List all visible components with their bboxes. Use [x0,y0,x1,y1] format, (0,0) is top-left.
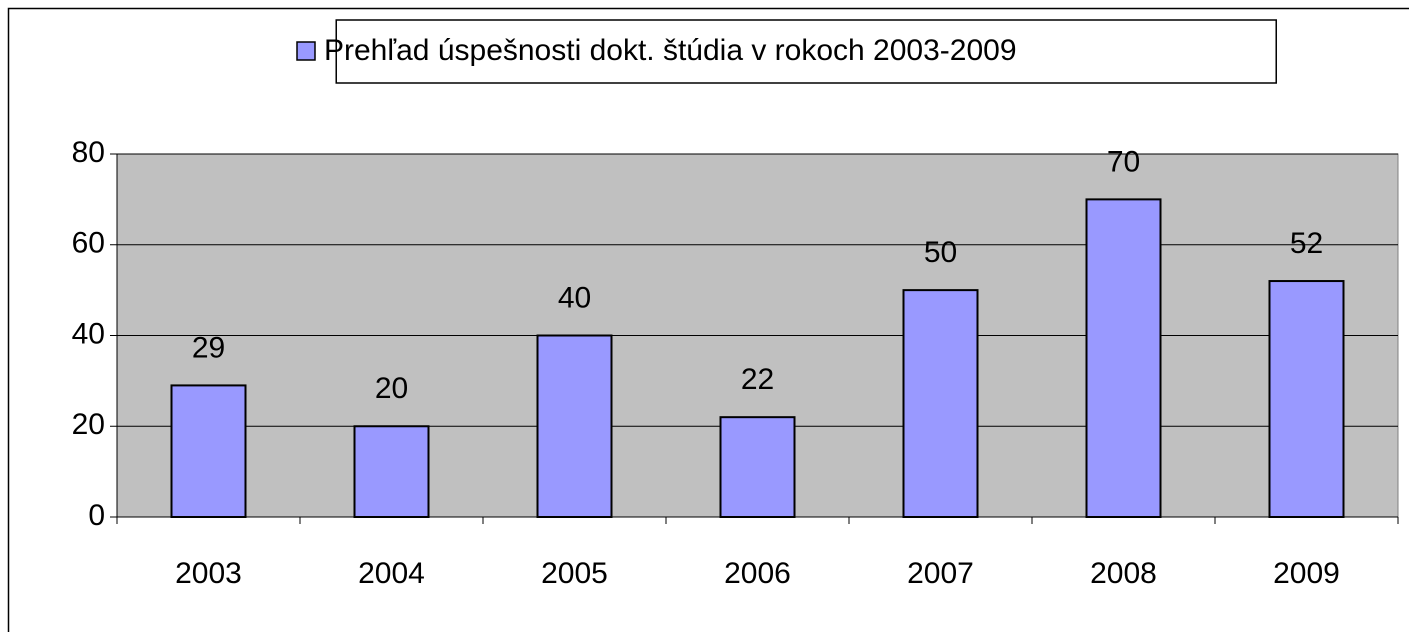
x-tick-label: 2004 [358,557,425,590]
legend-label: Prehľad úspešnosti dokt. štúdia v rokoch… [324,34,1017,67]
data-label: 20 [375,372,408,405]
y-tick-label: 20 [72,408,105,441]
data-label: 40 [558,281,591,314]
data-label: 50 [924,236,957,269]
bar [1085,198,1162,518]
legend-box [335,19,1277,84]
y-tick-label: 0 [88,499,105,532]
bar [1268,280,1345,518]
bar [902,289,979,518]
bar [170,384,247,518]
data-label: 22 [741,363,774,396]
y-tick-label: 60 [72,227,105,260]
x-tick-label: 2007 [907,557,974,590]
x-tick-label: 2006 [724,557,791,590]
x-tick-label: 2005 [541,557,608,590]
y-tick-label: 40 [72,317,105,350]
bar [719,416,796,518]
data-label: 52 [1290,227,1323,260]
data-label: 70 [1107,145,1140,178]
legend-swatch [296,41,316,61]
data-label: 29 [192,331,225,364]
x-tick-label: 2009 [1273,557,1340,590]
bar [536,334,613,518]
x-tick-label: 2003 [175,557,242,590]
x-tick-label: 2008 [1090,557,1157,590]
y-tick-label: 80 [72,136,105,169]
bar [353,425,430,518]
